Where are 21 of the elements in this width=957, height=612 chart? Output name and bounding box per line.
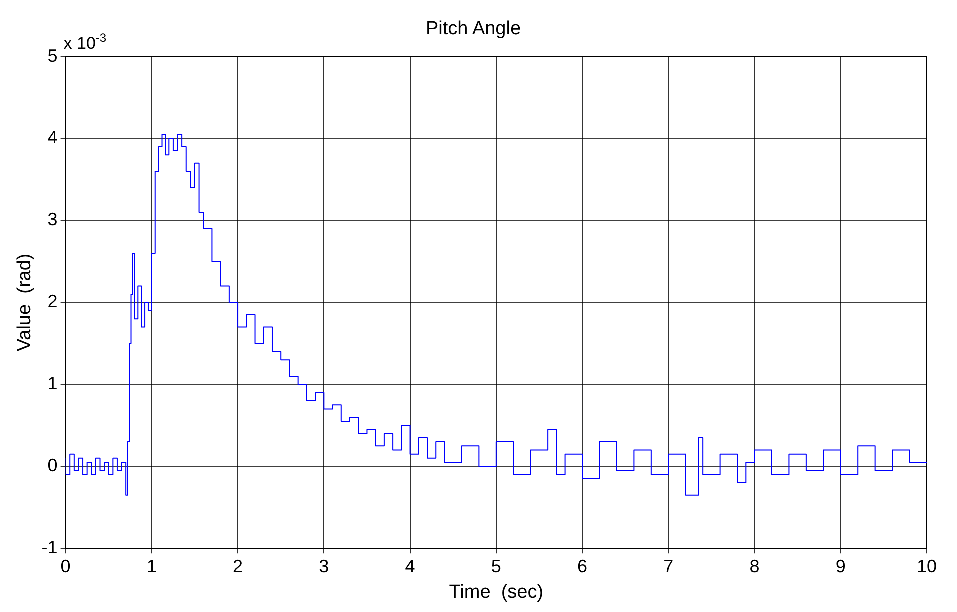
x-tick-label: 0 [60,556,71,576]
y-tick-label: 5 [48,46,58,66]
y-tick-label: 4 [48,128,58,148]
x-tick-label: 4 [405,556,416,576]
y-tick-label: -1 [42,538,58,558]
y-tick-label: 2 [48,292,58,312]
y-tick-label: 3 [48,210,58,230]
x-tick-label: 9 [836,556,846,576]
x-tick-label: 7 [664,556,674,576]
x-tick-label: 8 [750,556,760,576]
x-tick-label: 3 [319,556,330,576]
x-tick-label: 5 [491,556,502,576]
x-axis-title: Time (sec) [449,582,544,603]
y-tick-label: 0 [48,456,58,476]
x-tick-label: 1 [146,556,157,576]
y-axis-title: Value (rad) [14,254,36,352]
x-tick-label: 6 [578,556,588,576]
x-tick-label: 10 [916,556,938,576]
y-tick-label: 1 [48,374,58,394]
x-tick-label: 2 [233,556,244,576]
chart-title: Pitch Angle [426,18,522,40]
